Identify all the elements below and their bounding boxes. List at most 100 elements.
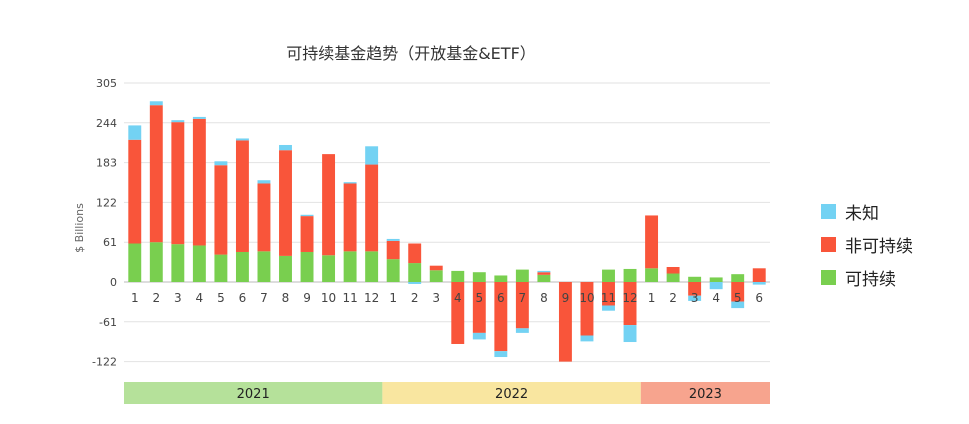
bar-segment [645,215,659,269]
bar-segment [623,268,637,282]
bar-segment [408,243,422,264]
bar-segment [365,251,379,282]
bar-segment [214,254,228,282]
bar-segment [279,144,292,151]
x-tick-label: 2 [669,291,677,305]
x-tick-label: 1 [131,291,139,305]
bar-segment [623,325,637,343]
x-tick-label: 1 [648,291,656,305]
bar-segment [300,251,314,282]
bar-segment [580,335,594,342]
x-tick-label: 10 [579,291,594,305]
bar-segment [515,269,529,282]
bar-segment [494,351,508,358]
bar-segment [322,255,336,282]
x-tick-labels: 1 2 3 4 5 6 7 8 9 10 11 12 1 2 3 4 5 6 7 8 9 10 11 12 1 2 3 4 5 6 [131,291,763,305]
x-tick-label: 1 [389,291,397,305]
bar-segment [709,277,723,282]
x-tick-label: 5 [734,291,742,305]
legend: 未知非可持续可持续 [821,200,913,299]
bar-segment [300,216,314,252]
year-band-label: 2023 [689,387,722,402]
x-tick-label: 12 [622,291,637,305]
x-tick-label: 4 [712,291,720,305]
bar-segment [429,270,443,282]
bar-segment [451,270,465,282]
bar-segment [128,139,142,244]
x-tick-label: 4 [454,291,462,305]
y-tick-labels: 305 244 183 122 61 0 -61 -122 [92,77,117,369]
bar-segment [365,146,379,165]
legend-swatch [821,269,836,285]
bar-segment [451,282,465,344]
y-tick-label: 305 [96,77,117,90]
x-tick-label: 4 [196,291,204,305]
y-tick-label: -122 [92,356,117,369]
bar-segment [343,251,357,282]
bar-segment [300,214,314,217]
bar-segment [192,245,206,282]
bar-segment [322,154,336,256]
bar-segment [666,266,680,274]
y-tick-label: 183 [96,157,117,170]
legend-swatch [821,236,836,252]
bar-segment [537,274,551,282]
x-tick-label: 11 [601,291,616,305]
x-tick-label: 3 [432,291,440,305]
x-tick-label: 8 [282,291,290,305]
bar-segment [386,240,400,260]
bar-segment [752,268,766,282]
bar-segment [171,244,185,282]
x-tick-label: 3 [174,291,182,305]
x-tick-label: 6 [239,291,247,305]
bar-segment [645,268,659,282]
bars [128,101,766,362]
x-tick-label: 5 [217,291,225,305]
bar-segment [731,282,745,302]
bar-segment [149,242,163,282]
bar-segment [472,282,486,333]
bar-segment [149,101,163,106]
x-tick-label: 3 [691,291,699,305]
year-band [382,382,641,404]
x-tick-label: 7 [519,291,527,305]
bar-segment [408,263,422,282]
bar-segment [623,282,637,326]
x-tick-label: 8 [540,291,548,305]
bar-segment [709,282,723,290]
legend-label: 可持续 [845,269,896,290]
bar-segment [558,282,572,362]
bar-segment [494,282,508,352]
bar-segment [149,105,163,243]
bar-segment [666,273,680,282]
legend-label: 非可持续 [845,236,913,257]
bar-segment [386,238,400,241]
bar-segment [279,255,292,282]
year-bands: 2021 2022 2023 [124,382,770,404]
x-tick-label: 5 [475,291,483,305]
x-tick-label: 6 [755,291,763,305]
bar-segment [192,116,206,119]
bar-segment [257,180,271,184]
bar-segment [580,282,594,336]
x-tick-label: 6 [497,291,505,305]
bar-segment [235,140,249,252]
legend-item: 未知 [821,200,913,224]
bar-segment [688,282,702,296]
bar-segment [537,270,551,273]
bar-segment [235,138,249,141]
bar-segment [429,265,443,271]
bar-segment [235,251,249,282]
bar-segment [602,282,615,306]
gridlines [124,82,770,363]
y-tick-label: 244 [96,117,117,130]
x-tick-label: 9 [562,291,570,305]
bar-segment [343,183,357,252]
year-band-label: 2022 [495,387,528,402]
x-tick-label: 11 [342,291,357,305]
bar-segment [214,161,228,166]
bar-segment [214,165,228,255]
bar-segment [688,295,702,301]
bar-segment [602,305,615,311]
